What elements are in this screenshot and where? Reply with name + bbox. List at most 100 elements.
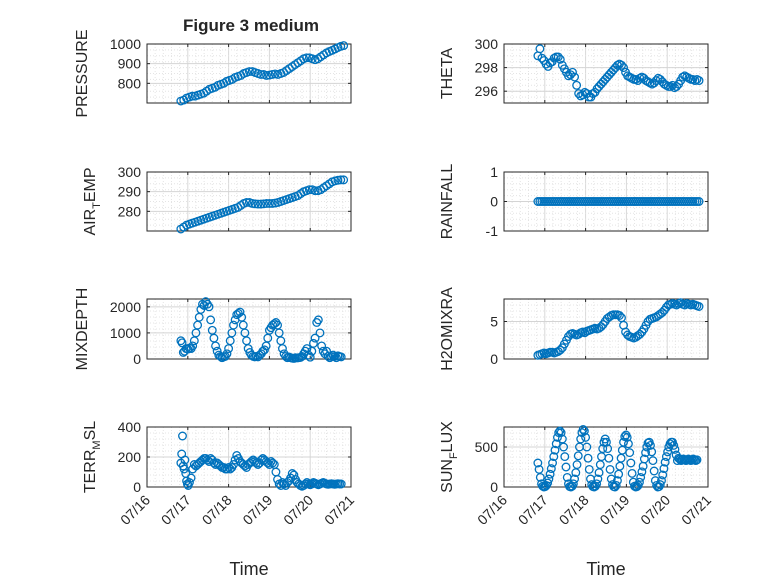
data-point [242,198,252,207]
data-point [615,311,624,320]
data-point [211,341,220,351]
data-point [188,341,198,351]
data-point [626,458,636,468]
figure-title: Figure 3 medium [183,16,319,35]
y-axis-label: RAINFALL [439,164,456,240]
data-point [648,456,658,466]
x-tick-label: 07/17 [158,492,194,528]
data-point [251,458,261,468]
data-point [666,82,675,91]
data-point [660,457,670,467]
data-point [688,74,698,84]
data-point [691,456,701,466]
data-point [649,466,659,476]
data-point [559,442,569,452]
data-point [177,338,187,348]
y-tick-label: 0 [490,194,498,210]
data-point [612,60,622,70]
data-point [572,460,582,470]
data-point [631,74,641,84]
y-tick-label: 200 [118,449,142,465]
data-point [244,67,254,76]
data-point [305,352,315,362]
data-point [578,90,588,100]
y-tick-label: 900 [118,56,142,72]
data-point [549,452,559,462]
y-tick-label: -1 [486,223,499,239]
data-point [636,472,646,482]
data-point [619,63,628,73]
y-axis-label: AIRTEMP [82,167,103,235]
data-point [554,428,564,438]
data-point [315,328,325,338]
series-mixdepth [176,297,346,363]
data-point [657,476,666,486]
axes-frame [503,298,709,360]
data-point [555,54,565,64]
x-tick-label: 07/16 [117,492,153,528]
y-tick-label: 1000 [110,325,141,341]
y-tick-label: 0 [490,479,498,495]
data-point [253,199,263,209]
y-tick-label: 1 [490,164,498,180]
y-tick-label: 500 [475,439,499,455]
data-point [668,80,677,90]
data-point [268,458,278,468]
data-point [570,72,580,82]
data-point [632,482,642,492]
data-point [603,444,613,454]
data-point [537,53,547,63]
data-point [176,336,186,346]
data-point [548,458,558,468]
data-point [186,473,196,483]
panel-rainfall: -1 0 1 RAINFALL [439,164,709,240]
data-point [229,320,238,330]
data-point [678,72,688,82]
data-point [550,445,560,455]
data-point [556,428,566,438]
x-axis-label: Time [229,559,268,579]
panel-h2omixra: 0 5 H2OMIXRA [439,287,709,371]
data-point [262,199,271,208]
data-point [625,448,635,458]
data-point [264,199,274,208]
data-point [535,472,545,482]
data-point [639,454,649,464]
data-point [623,439,633,449]
data-point [533,458,543,468]
data-point [278,344,287,354]
data-point [204,302,214,312]
data-point [627,468,637,478]
axes-frame [146,171,352,232]
data-point [535,44,545,54]
series-sun_flux [533,424,702,492]
data-point [549,53,559,63]
data-point [635,73,645,83]
data-point [694,76,704,86]
data-point [568,67,577,77]
data-point [654,482,664,492]
data-point [260,345,269,355]
axes-frame [146,43,352,104]
data-point [583,453,593,463]
data-point [256,70,266,79]
data-point [546,464,556,474]
y-tick-label: 290 [118,184,142,200]
data-point [605,464,615,474]
data-point [669,440,679,450]
panel-air_temp: 280 290 300 AIRTEMP [82,164,352,236]
data-point [637,467,647,477]
data-point [687,455,697,465]
data-point [659,464,669,474]
data-point [339,175,349,185]
data-point [224,463,234,472]
data-point [593,474,603,484]
data-point [572,80,582,90]
data-point [601,437,611,447]
data-point [222,464,232,474]
x-tick-label: 07/19 [596,492,632,528]
data-point [310,186,320,196]
x-tick-label: 07/20 [280,492,316,528]
y-tick-label: 400 [118,419,142,435]
